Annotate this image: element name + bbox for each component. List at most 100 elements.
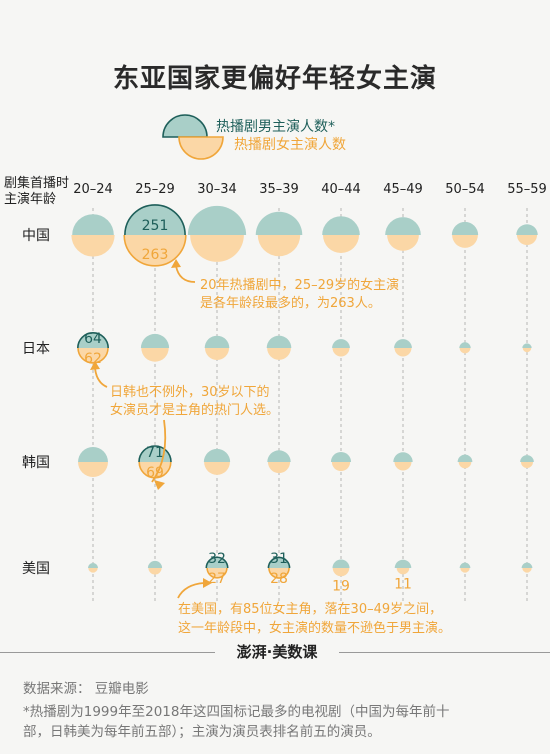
arrowhead-china xyxy=(171,259,181,268)
bubble-male xyxy=(322,216,360,235)
x-tick-label: 25–29 xyxy=(135,182,175,197)
annotation-jk-line-1: 日韩也不例外，30岁以下的 xyxy=(110,384,270,400)
bubble-male xyxy=(385,217,421,235)
bubble-female xyxy=(522,568,532,573)
bubble-male xyxy=(522,343,532,348)
bubble-female xyxy=(207,568,227,578)
bubble-female xyxy=(257,235,301,257)
bubble-chart: 热播剧男主演人数* 热播剧女主演人数 剧集首播时 主演年龄 20–24 25–29… xyxy=(4,114,547,636)
footnote-line-1: *热播剧为1999年至2018年这四国标记最多的电视剧（中国为每年前十 xyxy=(23,704,450,720)
male-value-label: 31 xyxy=(270,551,288,567)
bubble-female xyxy=(460,568,470,573)
annotation-china-line-2: 是各年龄段最多的，为263人。 xyxy=(200,295,381,311)
female-value-label: 19 xyxy=(332,578,350,594)
bubble-male xyxy=(204,335,230,348)
bubble-female xyxy=(267,348,291,360)
female-value-label: 28 xyxy=(270,571,288,587)
female-value-label: 27 xyxy=(208,571,226,587)
bubble-male xyxy=(268,557,290,568)
bubble-female xyxy=(139,462,171,478)
female-value-label: 263 xyxy=(142,247,169,263)
bubble-female xyxy=(458,462,472,469)
legend-male-swatch xyxy=(162,114,208,138)
bubble-male xyxy=(451,221,479,235)
bubble-male-outline xyxy=(77,332,109,349)
data-source: 数据来源： 豆瓣电影 xyxy=(23,681,149,697)
bubble-male xyxy=(332,339,350,348)
footnote-line-2: 部，日韩美为每年前五部）；主演为演员表排名前五的演员。 xyxy=(23,724,381,740)
legend-female-label: 热播剧女主演人数 xyxy=(234,136,346,153)
bubble-male xyxy=(520,455,534,462)
bubble-female-outline xyxy=(77,347,109,364)
x-tick-label: 45–49 xyxy=(383,182,423,197)
annotation-arrow-china xyxy=(175,265,196,283)
bubble-male xyxy=(77,332,109,348)
bubble-female xyxy=(148,568,162,575)
bubble-male xyxy=(457,454,473,462)
male-value-label: 64 xyxy=(84,331,102,347)
bubble-male xyxy=(87,562,99,568)
country-label: 韩国 xyxy=(22,455,50,471)
bubble-female xyxy=(124,235,186,266)
bubble-male xyxy=(521,562,533,568)
bubble-female xyxy=(387,235,419,251)
bubble-male-outline xyxy=(205,556,229,569)
bubble-male-outline xyxy=(267,556,291,569)
bubble-male xyxy=(147,560,163,568)
bubble-female xyxy=(204,348,230,361)
bubble-female xyxy=(78,348,108,363)
x-tick-label: 50–54 xyxy=(445,182,485,197)
male-value-label: 251 xyxy=(142,218,169,234)
bubble-female xyxy=(268,568,290,579)
bubble-female xyxy=(322,235,360,254)
bubble-female xyxy=(141,348,169,362)
bubble-male xyxy=(459,342,471,348)
axis-header-line-2: 主演年龄 xyxy=(4,191,56,207)
x-tick-label: 35–39 xyxy=(259,182,299,197)
brand-logo: 澎湃·美数课 xyxy=(215,640,339,664)
bubble-male xyxy=(330,451,352,462)
bubble-female xyxy=(516,235,538,246)
bubble-male xyxy=(267,450,291,462)
x-tick-label: 30–34 xyxy=(197,182,237,197)
annotation-arrow-usa xyxy=(177,582,205,599)
bubble-male xyxy=(394,339,412,348)
bubble-female xyxy=(88,568,98,573)
bubble-female xyxy=(452,235,478,248)
bubble-female xyxy=(331,462,351,472)
arrowhead-japan xyxy=(90,361,100,370)
bubble-female xyxy=(459,348,471,354)
country-label: 日本 xyxy=(22,341,50,357)
bubble-female xyxy=(332,568,350,577)
bubble-male xyxy=(516,224,538,235)
male-value-label: 32 xyxy=(208,551,226,567)
bubble-female-outline xyxy=(123,234,187,267)
legend-female-swatch xyxy=(178,136,224,160)
bubble-male-outline xyxy=(138,445,172,463)
bubble-male xyxy=(203,448,231,462)
bubble-female-outline xyxy=(268,567,290,579)
annotation-jk-line-2: 女演员才是主角的热门人选。 xyxy=(110,402,279,418)
annotation-china-line-1: 20年热播剧中，25–29岁的女主演 xyxy=(200,277,399,293)
annotation-usa-line-2: 这一年龄段中，女主演的数量不逊色于男主演。 xyxy=(178,620,451,636)
bubble-female xyxy=(396,568,410,575)
bubble-female xyxy=(394,462,412,471)
x-tick-label: 55–59 xyxy=(507,182,547,197)
bubble-male xyxy=(393,452,413,462)
bubble-male xyxy=(187,205,247,235)
bubble-female xyxy=(71,235,115,257)
bubble-female xyxy=(78,462,108,477)
bubble-female xyxy=(332,348,350,357)
annotation-usa-line-1: 在美国，有85位女主角，落在30–49岁之间， xyxy=(178,601,442,617)
bubble-male xyxy=(78,447,108,462)
bubble-male xyxy=(72,214,114,235)
axis-header-line-1: 剧集首播时 xyxy=(4,175,69,191)
bubble-male xyxy=(266,335,292,348)
annotation-arrow-korea xyxy=(151,419,167,483)
bubble-male-outline xyxy=(124,204,186,236)
bubble-male xyxy=(332,559,350,568)
arrowhead-korea xyxy=(154,480,165,490)
bubble-female xyxy=(190,235,244,262)
bubble-female xyxy=(522,348,532,353)
country-label: 美国 xyxy=(22,561,50,577)
